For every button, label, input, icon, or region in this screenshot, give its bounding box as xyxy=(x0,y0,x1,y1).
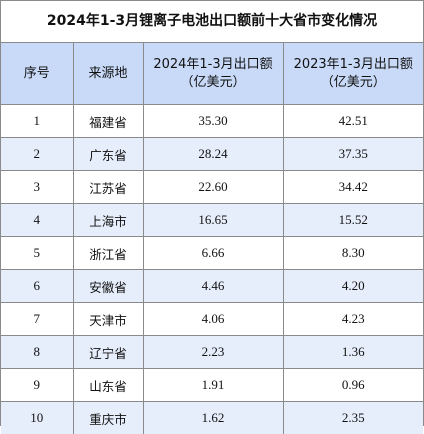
cell-index: 4 xyxy=(1,204,73,237)
cell-source: 上海市 xyxy=(73,204,143,237)
cell-source: 天津市 xyxy=(73,303,143,336)
cell-source: 辽宁省 xyxy=(73,336,143,369)
cell-export-2024: 4.46 xyxy=(143,270,283,303)
column-header-2023: 2023年1-3月出口额 （亿美元） xyxy=(283,43,423,105)
cell-export-2024: 16.65 xyxy=(143,204,283,237)
cell-index: 5 xyxy=(1,237,73,270)
cell-export-2023: 4.20 xyxy=(283,270,423,303)
cell-export-2024: 28.24 xyxy=(143,138,283,171)
cell-export-2023: 0.96 xyxy=(283,369,423,402)
cell-index: 10 xyxy=(1,402,73,434)
column-header-2024: 2024年1-3月出口额 （亿美元） xyxy=(143,43,283,105)
page-title: 2024年1-3月锂离子电池出口额前十大省市变化情况 xyxy=(1,1,423,43)
header-row: 序号 来源地 2024年1-3月出口额 （亿美元） 2023年1-3月出口额 （… xyxy=(1,43,423,105)
cell-index: 9 xyxy=(1,369,73,402)
cell-source: 福建省 xyxy=(73,105,143,138)
cell-export-2024: 6.66 xyxy=(143,237,283,270)
cell-index: 2 xyxy=(1,138,73,171)
cell-export-2023: 8.30 xyxy=(283,237,423,270)
cell-source: 山东省 xyxy=(73,369,143,402)
cell-source: 安徽省 xyxy=(73,270,143,303)
column-header-2024-line2: （亿美元） xyxy=(144,74,283,92)
column-header-source: 来源地 xyxy=(73,43,143,105)
column-header-index: 序号 xyxy=(1,43,73,105)
cell-source: 重庆市 xyxy=(73,402,143,434)
cell-index: 6 xyxy=(1,270,73,303)
cell-export-2024: 1.91 xyxy=(143,369,283,402)
cell-export-2023: 42.51 xyxy=(283,105,423,138)
cell-export-2024: 4.06 xyxy=(143,303,283,336)
column-header-2023-line1: 2023年1-3月出口额 xyxy=(284,56,424,74)
cell-index: 3 xyxy=(1,171,73,204)
column-header-2023-line2: （亿美元） xyxy=(284,74,424,92)
export-table: 序号 来源地 2024年1-3月出口额 （亿美元） 2023年1-3月出口额 （… xyxy=(1,43,423,434)
cell-export-2023: 15.52 xyxy=(283,204,423,237)
cell-export-2024: 2.23 xyxy=(143,336,283,369)
cell-index: 8 xyxy=(1,336,73,369)
cell-index: 7 xyxy=(1,303,73,336)
cell-export-2024: 22.60 xyxy=(143,171,283,204)
cell-export-2023: 2.35 xyxy=(283,402,423,434)
cell-source: 江苏省 xyxy=(73,171,143,204)
cell-export-2023: 37.35 xyxy=(283,138,423,171)
cell-export-2023: 4.23 xyxy=(283,303,423,336)
cell-export-2023: 1.36 xyxy=(283,336,423,369)
column-header-2024-line1: 2024年1-3月出口额 xyxy=(144,56,283,74)
cell-export-2024: 1.62 xyxy=(143,402,283,434)
cell-source: 广东省 xyxy=(73,138,143,171)
cell-source: 浙江省 xyxy=(73,237,143,270)
cell-export-2023: 34.42 xyxy=(283,171,423,204)
cell-export-2024: 35.30 xyxy=(143,105,283,138)
cell-index: 1 xyxy=(1,105,73,138)
